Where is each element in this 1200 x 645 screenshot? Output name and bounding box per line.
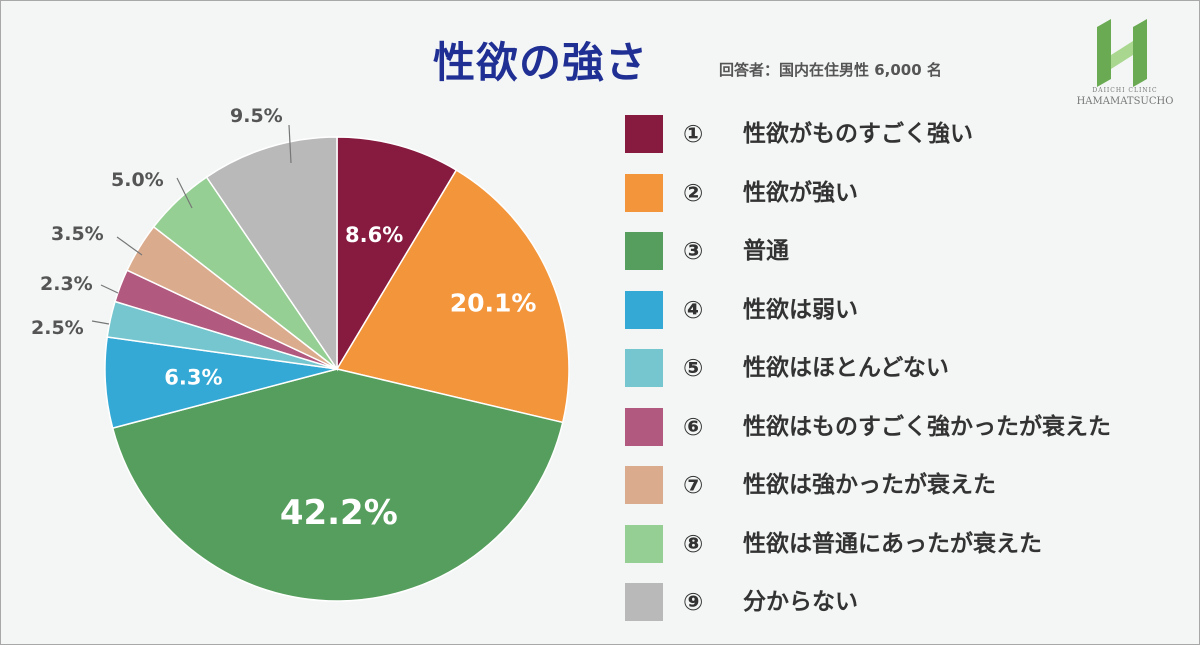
- slice-value-label: 2.5%: [31, 317, 84, 339]
- pie-slice: [336, 136, 458, 372]
- pie-slice: [111, 368, 564, 602]
- legend-swatch: [625, 466, 663, 504]
- legend-swatch: [625, 115, 663, 153]
- logo-right-pillar: [1133, 19, 1147, 87]
- legend-swatch: [625, 407, 663, 446]
- leader-line: [100, 284, 119, 294]
- legend-swatch: [625, 349, 663, 387]
- legend-number: ①: [683, 120, 704, 148]
- leader-line: [91, 320, 110, 325]
- slice-value-label: 42.2%: [280, 493, 398, 533]
- legend-number: ⑧: [683, 529, 704, 558]
- leader-line: [288, 124, 292, 164]
- legend-label: 性欲がものすごく強い: [743, 121, 973, 147]
- slice-value-label: 9.5%: [230, 105, 283, 127]
- slice-value-label: 5.0%: [111, 169, 164, 191]
- legend-number: ⑨: [683, 588, 704, 616]
- leader-line: [176, 177, 193, 209]
- slice-value-label: 2.3%: [40, 273, 93, 295]
- slice-value-label: 3.5%: [51, 223, 104, 245]
- legend-swatch: [625, 290, 663, 329]
- legend-label: 分からない: [743, 589, 858, 615]
- legend-label: 性欲が強い: [743, 179, 858, 206]
- legend-label: 性欲は普通にあったが衰えた: [743, 530, 1042, 557]
- clinic-logo-icon: [1097, 19, 1147, 87]
- legend-label: 普通: [743, 238, 789, 264]
- legend-number: ⑥: [683, 412, 704, 441]
- legend-swatch: [625, 583, 663, 621]
- chart-title: 性欲の強さ: [433, 38, 649, 87]
- legend-swatch: [625, 524, 663, 563]
- logo-left-pillar: [1097, 19, 1111, 87]
- legend-label: 性欲は強かったが衰えた: [743, 472, 996, 498]
- legend-number: ④: [683, 295, 704, 324]
- legend-label: 性欲はほとんどない: [743, 355, 949, 381]
- legend-number: ②: [683, 178, 704, 207]
- slice-value-label: 6.3%: [164, 366, 222, 390]
- slice-value-label: 8.6%: [345, 223, 403, 247]
- legend-number: ⑤: [683, 354, 704, 382]
- logo-diagonal-bar: [1111, 41, 1133, 69]
- legend-swatch: [625, 232, 663, 270]
- respondents-note: 回答者：国内在住男性 6,000 名: [719, 61, 942, 79]
- legend-number: ③: [683, 237, 704, 265]
- logo-text-bottom: HAMAMATSUCHO: [1076, 96, 1174, 107]
- legend-label: 性欲は弱い: [743, 296, 858, 323]
- slice-value-label: 20.1%: [450, 289, 537, 318]
- legend-swatch: [625, 173, 663, 212]
- legend-label: 性欲はものすごく強かったが衰えた: [743, 413, 1111, 440]
- legend-number: ⑦: [683, 471, 704, 499]
- logo-text-top: DAIICHI CLINIC: [1092, 87, 1158, 94]
- leader-line: [116, 236, 143, 256]
- pie-slice: [335, 169, 570, 424]
- pie-slice: [205, 136, 338, 372]
